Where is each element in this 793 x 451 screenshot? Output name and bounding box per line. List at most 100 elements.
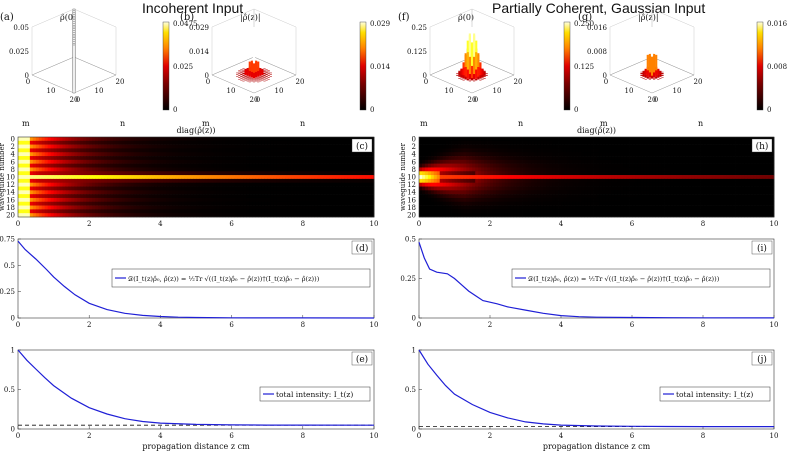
heat-cell-h: [729, 194, 733, 199]
heat-cell-c: [231, 144, 235, 149]
heat-cell-c: [68, 167, 72, 172]
heat-cell-h: [605, 152, 609, 157]
heat-cell-c: [98, 167, 102, 172]
heat-cell-h: [711, 148, 716, 153]
heat-cell-c: [204, 171, 209, 176]
heat-cell-c: [320, 171, 324, 176]
heat-cell-c: [204, 144, 209, 149]
heat-cell-h: [463, 175, 467, 180]
heat-cell-h: [430, 182, 435, 187]
heat-cell-h: [744, 171, 748, 176]
heat-cell-c: [347, 197, 351, 203]
heat-cell-c: [47, 152, 52, 157]
heat-cell-c: [198, 167, 203, 172]
bar-b: [252, 72, 256, 79]
heat-cell-c: [317, 186, 321, 191]
heat-cell-c: [317, 152, 321, 157]
heat-cell-h: [688, 167, 692, 172]
heat-cell-h: [484, 152, 488, 157]
heat-cell-c: [175, 201, 179, 206]
heat-cell-h: [578, 148, 583, 153]
heat-cell-c: [287, 175, 292, 180]
heat-cell-c: [317, 197, 321, 203]
heat-cell-c: [305, 137, 310, 142]
heat-cell-c: [225, 197, 230, 203]
heat-cell-c: [308, 194, 313, 199]
heat-cell-c: [249, 163, 253, 168]
heat-cell-c: [255, 163, 259, 168]
heat-cell-c: [98, 144, 102, 149]
heat-cell-h: [433, 148, 438, 153]
bar-f: [481, 74, 484, 78]
heat-cell-h: [460, 148, 464, 153]
heat-cell-c: [255, 137, 259, 142]
heat-cell-h: [555, 178, 559, 184]
heat-cell-h: [759, 171, 763, 176]
heat-cell-h: [569, 137, 574, 142]
heat-cell-c: [47, 201, 52, 206]
heat-cell-c: [44, 197, 49, 203]
heat-cell-h: [549, 167, 553, 172]
heat-cell-c: [190, 213, 194, 218]
heat-cell-h: [640, 156, 645, 161]
heat-cell-h: [632, 194, 636, 199]
heat-cell-c: [187, 186, 191, 191]
heat-cell-c: [95, 144, 99, 149]
heat-cell-c: [246, 137, 250, 142]
heat-cell-c: [148, 144, 152, 149]
heat-cell-h: [510, 175, 515, 180]
heat-cell-c: [18, 163, 22, 168]
heat-cell-c: [89, 190, 93, 195]
heat-cell-c: [249, 182, 253, 187]
heat-cell-c: [184, 213, 188, 218]
heat-cell-c: [210, 159, 215, 164]
heat-cell-h: [732, 186, 736, 191]
heat-cell-h: [460, 182, 464, 187]
colorbar-a: [162, 21, 170, 111]
heat-cell-h: [771, 140, 775, 145]
bar-b: [269, 74, 272, 75]
heat-cell-h: [720, 148, 725, 153]
heat-cell-h: [516, 201, 520, 206]
heat-cell-c: [53, 197, 57, 203]
heat-cell-c: [252, 205, 256, 210]
heat-cell-h: [433, 167, 438, 172]
heat-cell-h: [427, 175, 432, 180]
heat-cell-c: [246, 205, 250, 210]
bar-b: [257, 61, 260, 75]
heat-cell-c: [44, 175, 49, 180]
heat-cell-h: [714, 171, 719, 176]
heat-cell-c: [356, 156, 360, 161]
heat-cell-h: [634, 144, 639, 149]
heat-cell-c: [261, 137, 265, 142]
heat-cell-h: [637, 175, 642, 180]
heat-cell-h: [419, 175, 423, 180]
heat-cell-c: [23, 178, 28, 184]
heat-cell-h: [540, 159, 544, 164]
heat-cell-h: [679, 190, 683, 195]
heat-cell-h: [522, 190, 526, 195]
heat-cell-c: [323, 186, 327, 191]
heat-cell-c: [130, 163, 135, 168]
heat-cell-c: [285, 144, 289, 149]
bar-b: [238, 73, 241, 75]
heat-cell-c: [305, 175, 310, 180]
heat-cell-h: [498, 186, 503, 191]
heat-cell-h: [451, 178, 455, 184]
heat-cell-h: [510, 186, 515, 191]
heat-cell-c: [29, 190, 34, 195]
bar-f: [458, 72, 461, 75]
heat-cell-c: [267, 167, 271, 172]
heat-cell-c: [237, 186, 241, 191]
heat-cell-c: [323, 159, 327, 164]
heat-cell-c: [213, 205, 218, 210]
heat-cell-c: [62, 159, 66, 164]
heat-cell-h: [711, 194, 716, 199]
heat-cell-c: [279, 167, 283, 172]
heat-cell-c: [166, 186, 170, 191]
heat-cell-h: [637, 167, 642, 172]
heat-cell-c: [107, 175, 111, 180]
heat-cell-h: [528, 167, 532, 172]
heat-cell-c: [109, 197, 114, 203]
heat-cell-c: [264, 163, 268, 168]
